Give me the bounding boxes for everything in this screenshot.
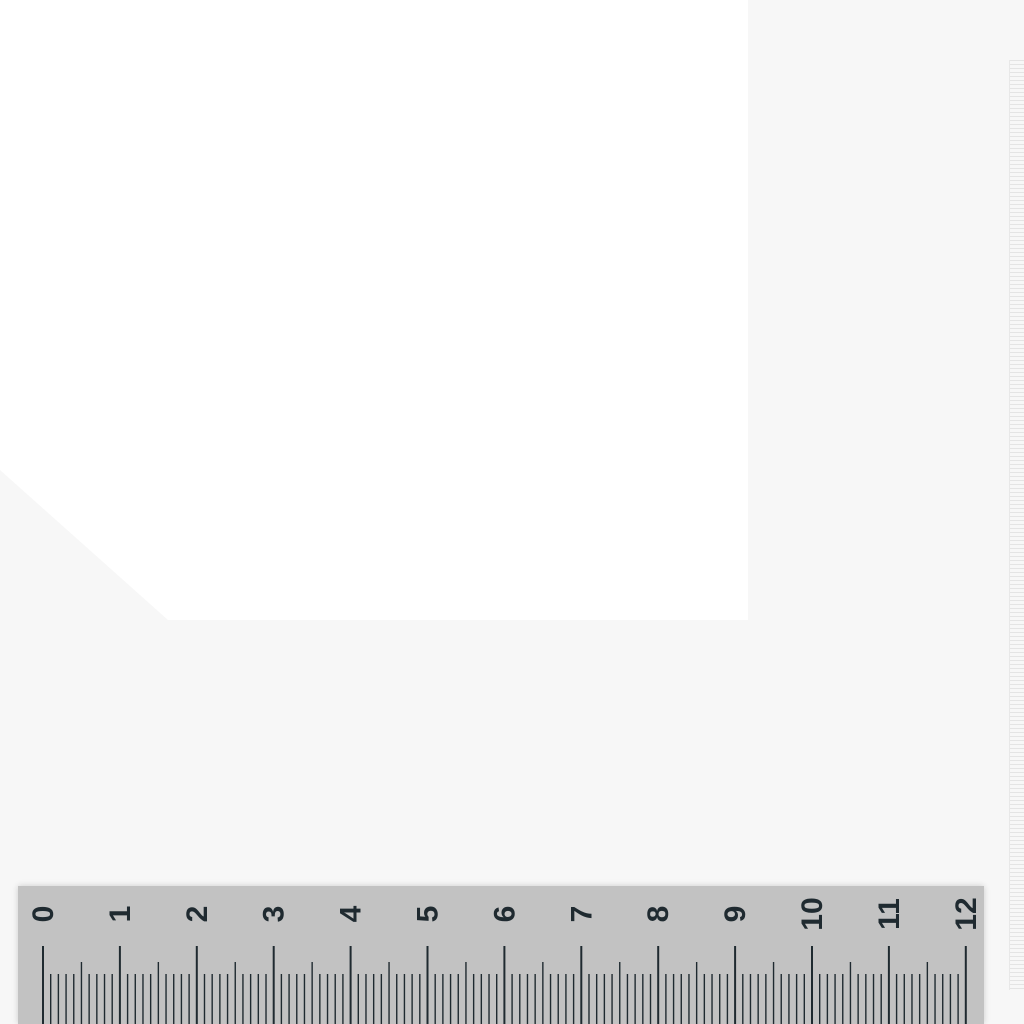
ruler: 0 1 2 3 4 5 6 7 8 9 10 11 12 bbox=[18, 886, 984, 1024]
ruler-label: 7 bbox=[565, 906, 598, 923]
ruler-scale: 0 1 2 3 4 5 6 7 8 9 10 11 12 bbox=[27, 897, 983, 1024]
scrollbar-track[interactable] bbox=[1009, 60, 1024, 990]
ruler-label: 3 bbox=[258, 906, 291, 923]
ruler-label: 10 bbox=[796, 897, 829, 930]
ruler-label: 12 bbox=[950, 897, 983, 930]
ruler-label: 2 bbox=[181, 906, 214, 923]
ruler-label: 6 bbox=[488, 906, 521, 923]
ruler-label: 8 bbox=[642, 906, 675, 923]
ruler-label: 11 bbox=[873, 898, 906, 930]
ruler-label: 1 bbox=[104, 906, 137, 923]
ruler-label: 5 bbox=[412, 906, 445, 923]
blank-panel bbox=[0, 0, 748, 620]
ruler-label: 9 bbox=[719, 906, 752, 923]
ruler-label: 4 bbox=[335, 905, 368, 922]
ruler-label: 0 bbox=[27, 906, 60, 923]
